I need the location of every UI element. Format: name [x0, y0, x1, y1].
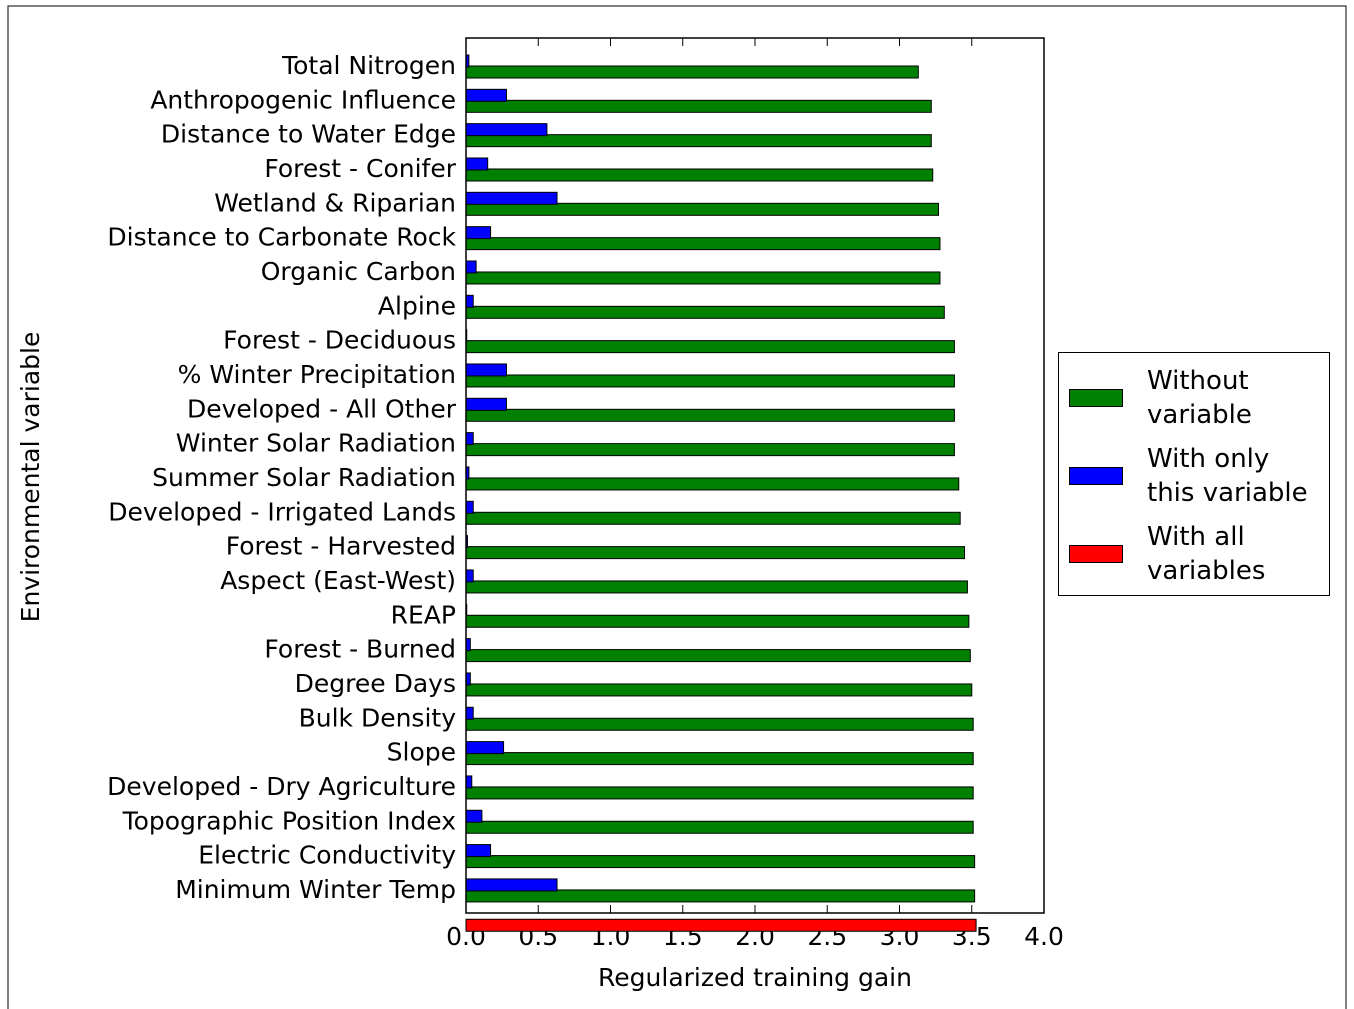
- y-tick-label: Developed - Dry Agriculture: [107, 772, 456, 801]
- plot-border: [465, 37, 1045, 914]
- frame: [7, 5, 1347, 1009]
- y-tick-label: Wetland & Riparian: [214, 188, 456, 217]
- y-tick-label: Topographic Position Index: [122, 806, 456, 835]
- bar: [465, 717, 974, 731]
- bar: [465, 752, 974, 766]
- bar: [465, 500, 474, 514]
- y-tick-label: Minimum Winter Temp: [175, 875, 456, 904]
- legend-label: Without variable: [1147, 366, 1252, 430]
- bar: [465, 363, 507, 377]
- legend-label: With only this variable: [1147, 444, 1308, 508]
- x-tick-label: 4.0: [1024, 922, 1064, 951]
- bar: [465, 546, 966, 560]
- bar: [465, 889, 976, 903]
- bar: [465, 649, 971, 663]
- legend-swatch: [1069, 467, 1123, 485]
- bar: [465, 157, 489, 171]
- legend-item: With all variables: [1069, 515, 1329, 593]
- bar: [465, 191, 558, 205]
- bar: [465, 65, 919, 79]
- legend-item: With only this variable: [1069, 437, 1329, 515]
- bar: [465, 511, 961, 525]
- y-tick-label: Forest - Conifer: [264, 154, 456, 183]
- plot-area: [466, 38, 1044, 913]
- bar: [465, 397, 507, 411]
- bar: [465, 88, 507, 102]
- legend-swatch: [1069, 545, 1123, 563]
- bar: [465, 809, 483, 823]
- bar: [465, 99, 932, 113]
- y-tick-label: Distance to Water Edge: [161, 120, 456, 149]
- bar: [465, 134, 932, 148]
- y-tick-label: Developed - All Other: [187, 394, 457, 423]
- bar: [465, 786, 974, 800]
- legend-swatch: [1069, 389, 1123, 407]
- bar: [465, 123, 548, 137]
- y-tick-label: Aspect (East-West): [220, 566, 456, 595]
- y-tick-label: Forest - Burned: [264, 635, 456, 664]
- bar: [465, 683, 973, 697]
- bar: [465, 706, 474, 720]
- legend: Without variable With only this variable W…: [1058, 352, 1330, 596]
- y-tick-label: Total Nitrogen: [281, 51, 456, 80]
- y-tick-label: % Winter Precipitation: [178, 360, 456, 389]
- bar: [465, 260, 477, 274]
- y-axis-title: Environmental variable: [16, 332, 45, 623]
- bar: [465, 878, 558, 892]
- bar: [465, 168, 934, 182]
- y-tick-label: Slope: [387, 738, 456, 767]
- bar: [465, 226, 492, 240]
- bar: [465, 432, 474, 446]
- y-tick-label: Summer Solar Radiation: [152, 463, 456, 492]
- y-tick-label: Organic Carbon: [261, 257, 456, 286]
- bar: [465, 820, 974, 834]
- bar: [465, 580, 968, 594]
- bar: [465, 294, 474, 308]
- bar: [465, 237, 941, 251]
- y-tick-label: REAP: [391, 600, 456, 629]
- bar: [465, 614, 970, 628]
- bar: [465, 408, 955, 422]
- y-tick-label: Alpine: [378, 291, 456, 320]
- bar: [465, 443, 955, 457]
- y-tick-label: Anthropogenic Influence: [150, 85, 456, 114]
- y-tick-label: Degree Days: [295, 669, 456, 698]
- bar: [465, 844, 492, 858]
- bar: [465, 855, 976, 869]
- x-axis-title: Regularized training gain: [598, 963, 912, 992]
- y-tick-label: Developed - Irrigated Lands: [108, 497, 456, 526]
- y-tick-label: Distance to Carbonate Rock: [107, 223, 456, 252]
- bar: [465, 374, 955, 388]
- bar: [465, 305, 945, 319]
- y-tick-label: Winter Solar Radiation: [176, 429, 456, 458]
- bar: [465, 202, 940, 216]
- bar: [465, 775, 473, 789]
- y-tick-label: Forest - Deciduous: [223, 326, 456, 355]
- bar: [465, 741, 505, 755]
- y-tick-label: Bulk Density: [299, 703, 457, 732]
- bar: [465, 569, 474, 583]
- y-tick-label: Forest - Harvested: [226, 532, 456, 561]
- bar: [465, 477, 960, 491]
- bar: [465, 918, 977, 932]
- legend-label: With all variables: [1147, 522, 1266, 586]
- y-tick-label: Electric Conductivity: [198, 841, 456, 870]
- legend-item: Without variable: [1069, 359, 1329, 437]
- bar: [465, 340, 955, 354]
- bar: [465, 271, 941, 285]
